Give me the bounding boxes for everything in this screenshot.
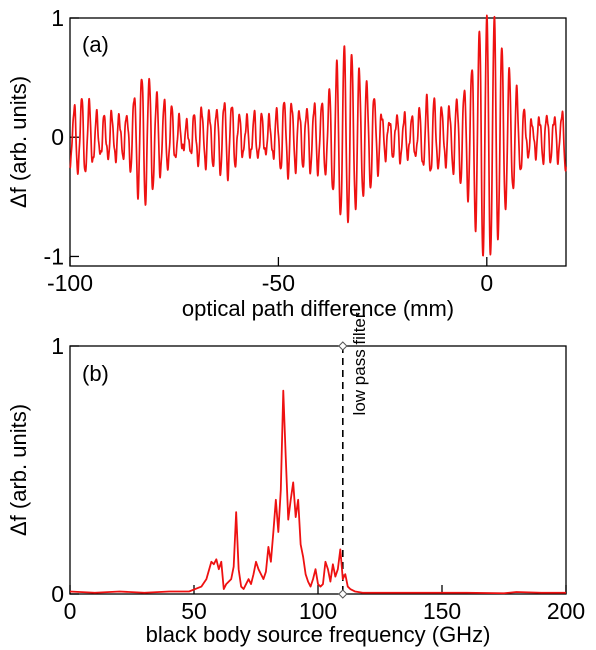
y-tick-label-b: 0 [51,581,64,607]
x-tick-label-b: 200 [547,598,585,624]
y-tick-label-a: 0 [51,124,64,150]
filter-line-marker [338,341,348,351]
x-tick-label-b: 50 [181,598,207,624]
y-tick-label-b: 1 [51,333,64,359]
y-axis-title-b: Δf (arb. units) [6,404,31,536]
y-axis-title-a: Δf (arb. units) [6,76,31,208]
ticks-b: 0 50 100 150 200 0 1 [51,333,585,624]
x-tick-label-a: -100 [47,270,93,296]
x-tick-label-b: 0 [64,598,77,624]
plot-area-a [69,17,567,267]
x-tick-label-a: 0 [480,270,493,296]
y-tick-label-a: -1 [44,243,64,269]
x-axis-title-a: optical path difference (mm) [182,296,454,321]
x-tick-label-b: 100 [299,598,337,624]
panel-label-a: (a) [82,32,109,57]
y-tick-label-a: 1 [51,5,64,31]
x-tick-label-a: -50 [262,270,295,296]
panel-a: -100 -50 0 -1 0 1 (a) optical path difference… [6,5,567,321]
plot-area-b [69,345,567,595]
filter-line-marker [338,589,348,599]
x-tick-label-b: 150 [423,598,461,624]
panel-label-b: (b) [82,361,109,386]
ticks-a: -100 -50 0 -1 0 1 [44,5,494,296]
series-line-b [69,389,566,595]
x-axis-title-b: black body source frequency (GHz) [146,622,491,647]
filter-line-markers [338,341,348,599]
series-line-a [69,14,567,257]
panel-b: 0 50 100 150 200 0 1 low pass filter (b) black… [6,312,585,647]
low-pass-filter-label: low pass filter [350,312,369,415]
